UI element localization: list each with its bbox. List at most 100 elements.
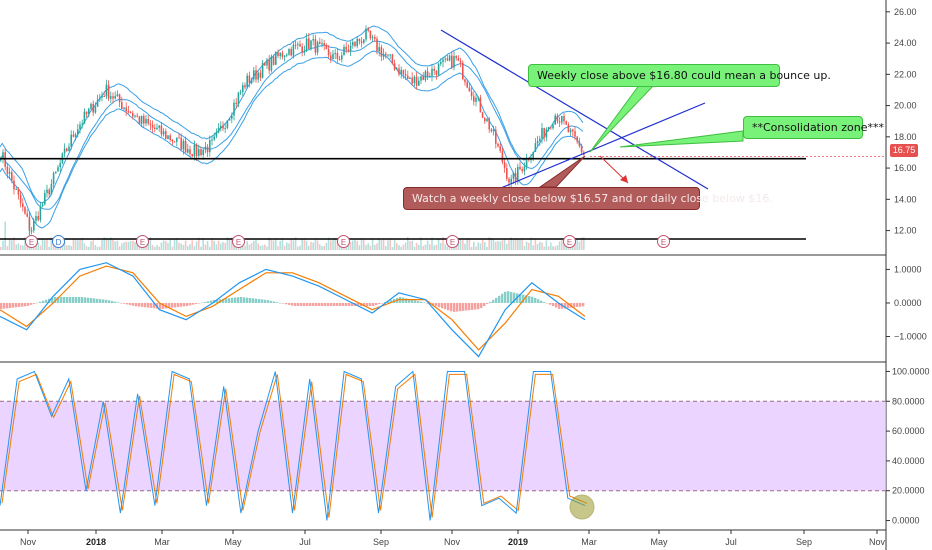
macd-histogram-bar xyxy=(279,302,282,304)
volume-bar xyxy=(294,237,297,250)
volume-bar xyxy=(187,246,189,250)
volume-bar xyxy=(35,245,37,250)
candle-body xyxy=(534,143,537,152)
price-tick-label: 22.00 xyxy=(894,69,917,79)
candle-body xyxy=(492,129,495,132)
earnings-marker[interactable]: E xyxy=(136,235,149,248)
macd-histogram-bar xyxy=(216,299,219,303)
macd-histogram-bar xyxy=(321,302,324,306)
candle-body xyxy=(239,92,242,94)
candle-body xyxy=(413,76,416,84)
stoch-tick-label: 20.0000 xyxy=(892,486,925,496)
x-tick-label: 2019 xyxy=(508,537,528,547)
candle-body xyxy=(402,69,405,75)
volume-bar xyxy=(506,243,508,250)
volume-bar xyxy=(37,242,39,250)
candle-body xyxy=(204,146,207,150)
volume-bar xyxy=(297,246,299,250)
candle-body xyxy=(409,77,411,79)
candle-body xyxy=(444,58,446,60)
macd-histogram-bar xyxy=(249,298,252,303)
macd-histogram-bar xyxy=(414,300,417,303)
candle-body xyxy=(510,178,512,183)
x-tick-label: May xyxy=(650,537,668,547)
macd-histogram-bar xyxy=(90,298,93,303)
volume-bar xyxy=(107,238,110,250)
volume-bar xyxy=(420,237,422,250)
candle-body xyxy=(506,167,508,179)
macd-histogram-bar xyxy=(57,296,60,303)
macd-histogram-bar xyxy=(12,302,15,308)
earnings-marker[interactable]: E xyxy=(563,235,576,248)
volume-bar xyxy=(217,240,220,250)
macd-histogram-bar xyxy=(285,302,288,305)
macd-histogram-bar xyxy=(177,302,180,308)
volume-bar xyxy=(74,238,77,250)
candle-body xyxy=(88,108,90,115)
earnings-marker[interactable]: E xyxy=(657,235,670,248)
volume-bar xyxy=(4,221,6,250)
candle-body xyxy=(484,117,486,122)
candle-body xyxy=(217,127,220,133)
volume-bar xyxy=(193,246,196,250)
volume-bar xyxy=(349,241,352,250)
volume-bar xyxy=(325,242,328,250)
candle-body xyxy=(550,127,552,129)
volume-bar xyxy=(437,238,440,250)
macd-histogram-bar xyxy=(72,296,75,303)
macd-histogram-bar xyxy=(0,302,3,310)
volume-bar xyxy=(490,237,493,250)
earnings-marker[interactable]: E xyxy=(232,235,245,248)
candle-body xyxy=(39,206,42,221)
macd-histogram-bar xyxy=(171,302,174,308)
volume-bar xyxy=(11,240,13,250)
volume-bar xyxy=(380,239,383,250)
stochastic-d-line xyxy=(1,373,588,518)
volume-bar xyxy=(176,238,178,250)
candle-body xyxy=(424,71,427,80)
macd-histogram-bar xyxy=(501,293,504,303)
volume-bar xyxy=(272,240,275,250)
macd-histogram-bar xyxy=(366,302,369,306)
candle-body xyxy=(151,124,154,128)
candle-body xyxy=(294,44,297,46)
dividend-marker[interactable]: D xyxy=(52,235,65,248)
candle-body xyxy=(211,139,213,141)
candle-body xyxy=(457,58,460,61)
volume-bar xyxy=(248,244,251,250)
volume-bar xyxy=(59,246,61,250)
candle-body xyxy=(310,40,312,49)
candle-body xyxy=(354,42,356,47)
volume-bar xyxy=(398,245,400,250)
volume-bar xyxy=(8,239,11,250)
macd-histogram-bar xyxy=(93,298,96,303)
volume-bar xyxy=(426,240,429,250)
macd-histogram-bar xyxy=(447,302,450,311)
volume-bar xyxy=(275,238,277,250)
macd-histogram-bar xyxy=(159,302,162,309)
highlight-circle xyxy=(569,494,595,520)
candle-body xyxy=(556,115,559,122)
macd-histogram-bar xyxy=(480,302,483,309)
volume-bar xyxy=(154,246,156,250)
macd-histogram-bar xyxy=(207,301,210,303)
candle-body xyxy=(13,180,15,190)
candle-body xyxy=(121,102,123,109)
macd-histogram-bar xyxy=(225,298,228,303)
candle-body xyxy=(352,42,354,46)
candle-body xyxy=(193,144,196,157)
earnings-marker[interactable]: E xyxy=(446,235,459,248)
macd-histogram-bar xyxy=(282,302,285,304)
candle-body xyxy=(209,140,211,153)
volume-bar xyxy=(156,244,158,250)
candle-body xyxy=(341,55,343,60)
candle-body xyxy=(26,213,28,217)
candle-body xyxy=(59,163,61,168)
candle-body xyxy=(0,159,2,161)
candle-body xyxy=(55,171,57,174)
macd-histogram-bar xyxy=(303,302,306,306)
candle-body xyxy=(136,115,138,117)
volume-bar xyxy=(468,239,471,250)
earnings-marker[interactable]: E xyxy=(337,235,350,248)
earnings-marker[interactable]: E xyxy=(25,235,38,248)
